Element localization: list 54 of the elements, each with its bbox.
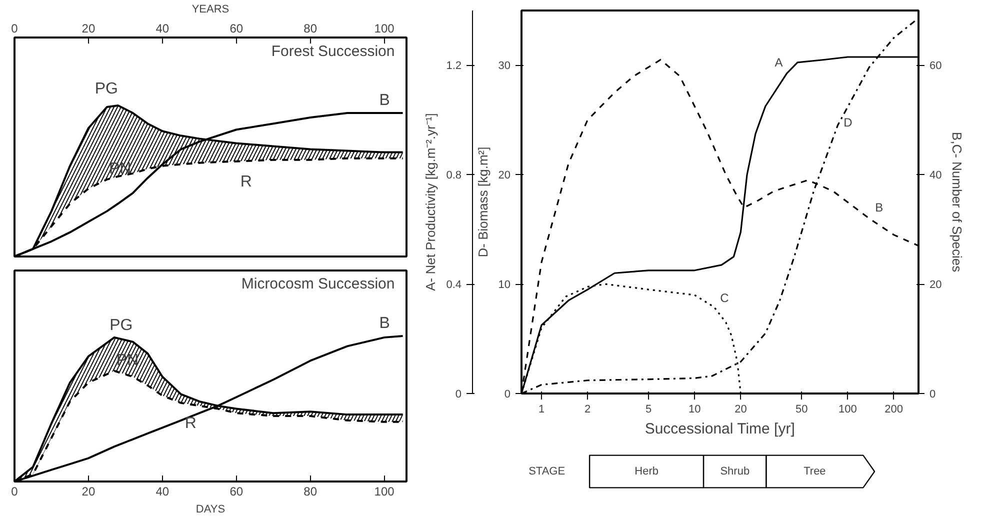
series-label: D — [844, 115, 853, 130]
x-tick-label: 40 — [156, 484, 170, 498]
x-tick-label: 20 — [734, 404, 747, 416]
series-label: A — [774, 55, 783, 70]
category-label: Herb — [634, 466, 658, 478]
x-tick-label: 200 — [884, 404, 903, 416]
x-tick-label: 80 — [304, 22, 318, 36]
chart-title: Forest Succession — [271, 43, 395, 60]
x-tick-label: 0 — [11, 22, 18, 36]
series-label: PG — [110, 316, 133, 334]
x-tick-label: 60 — [230, 22, 244, 36]
y2-tick-label: 20 — [930, 279, 942, 292]
y2-tick-label: 0 — [930, 388, 936, 400]
y3-tick-label: 20 — [498, 170, 511, 182]
category-label: Tree — [804, 466, 826, 478]
x-axis-title: YEARS — [192, 4, 230, 16]
x-tick-label: 80 — [304, 484, 318, 498]
annotation: R — [240, 173, 252, 190]
y3-tick-label: 30 — [498, 60, 511, 72]
y2-axis-title: B,C- Number of Species — [950, 132, 965, 273]
y-tick-label: 0 — [455, 388, 462, 400]
y-tick-label: 0.8 — [446, 170, 462, 182]
x-tick-label: 5 — [645, 404, 652, 416]
x-tick-label: 0 — [11, 484, 18, 498]
chart-title: Microcosm Succession — [241, 275, 395, 292]
y-tick-label: 1.2 — [446, 60, 462, 72]
x-tick-label: 20 — [82, 484, 96, 498]
series-label: B — [875, 200, 884, 214]
y3-tick-label: 10 — [498, 279, 511, 292]
y-tick-label: 0.4 — [446, 279, 462, 292]
x-axis-title: Successional Time [yr] — [644, 420, 795, 438]
x-tick-label: 100 — [374, 484, 395, 498]
series-label: B — [379, 92, 390, 110]
y-axis-title: A- Net Productivity [kg.m⁻².yr⁻¹] — [423, 113, 438, 291]
x-tick-label: 100 — [838, 404, 857, 416]
series-label: PG — [94, 80, 118, 98]
x-tick-label: 40 — [156, 22, 170, 36]
x-tick-label: 60 — [230, 484, 244, 498]
x-tick-label: 1 — [538, 404, 545, 416]
category-label: Shrub — [720, 466, 750, 478]
x-tick-label: 2 — [584, 404, 591, 416]
y2-tick-label: 60 — [930, 60, 942, 72]
series-label: C — [720, 291, 730, 306]
text: STAGE — [528, 466, 566, 478]
y3-axis-title: D- Biomass [kg.m²] — [475, 146, 490, 258]
x-tick-label: 100 — [374, 22, 395, 36]
x-tick-label: 20 — [82, 22, 96, 36]
x-tick-label: 50 — [796, 404, 808, 416]
annotation: R — [184, 414, 196, 432]
y3-tick-label: 0 — [504, 388, 511, 400]
x-tick-label: 10 — [688, 404, 701, 416]
y2-tick-label: 40 — [930, 170, 942, 182]
series-label: B — [379, 314, 390, 332]
x-axis-title: DAYS — [196, 504, 226, 516]
